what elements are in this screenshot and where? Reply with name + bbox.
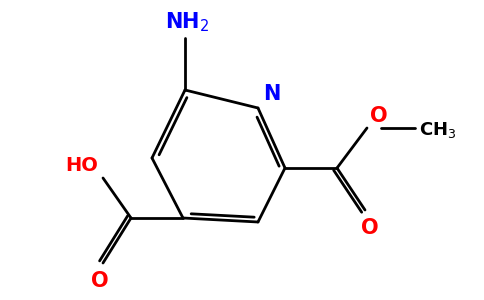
Text: CH$_3$: CH$_3$ xyxy=(419,120,456,140)
Text: O: O xyxy=(91,271,109,291)
Text: NH$_2$: NH$_2$ xyxy=(165,11,209,34)
Text: HO: HO xyxy=(65,156,98,175)
Text: O: O xyxy=(361,218,379,238)
Text: O: O xyxy=(370,106,388,126)
Text: N: N xyxy=(263,84,280,104)
